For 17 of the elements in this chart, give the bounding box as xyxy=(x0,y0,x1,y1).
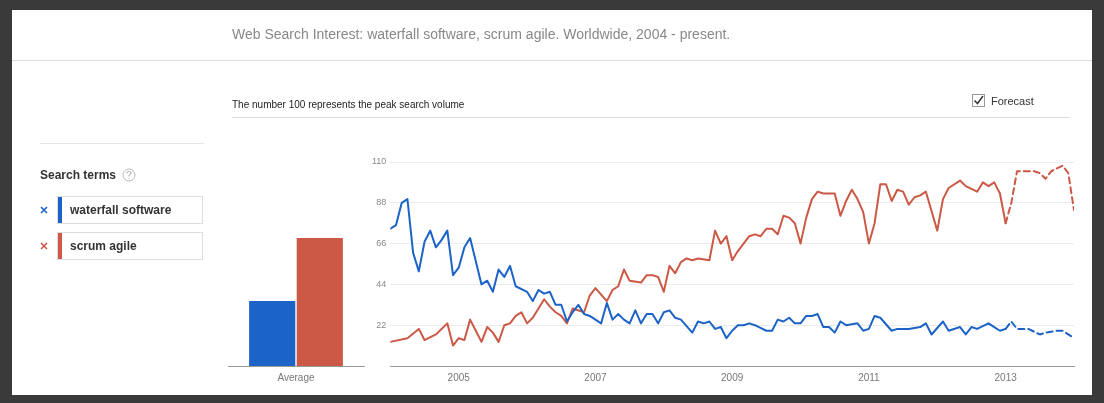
y-tick-label: 110 xyxy=(371,156,387,167)
chart-subtitle: The number 100 represents the peak search volume xyxy=(232,99,465,110)
y-tick-label: 44 xyxy=(376,278,387,289)
legend-title: Search terms xyxy=(40,168,117,182)
text: Forecast xyxy=(991,94,1034,107)
x-tick-label: 2009 xyxy=(721,371,744,383)
legend-label: scrum agile xyxy=(69,238,137,255)
x-tick-label: Average xyxy=(277,371,315,383)
x-tick-label: 2007 xyxy=(584,371,607,383)
x-tick-label: 2005 xyxy=(447,371,471,383)
y-tick-label: 88 xyxy=(376,197,387,208)
legend-label: waterfall software xyxy=(69,202,172,219)
x-tick-label: 2013 xyxy=(994,371,1018,383)
x-tick-label: 2011 xyxy=(858,371,881,383)
y-tick-label: 66 xyxy=(376,238,387,249)
y-tick-label: 22 xyxy=(376,319,387,330)
chart-title: Web Search Interest: waterfall software, scrum agile. Worldwide, 2004 - present. xyxy=(232,26,731,42)
